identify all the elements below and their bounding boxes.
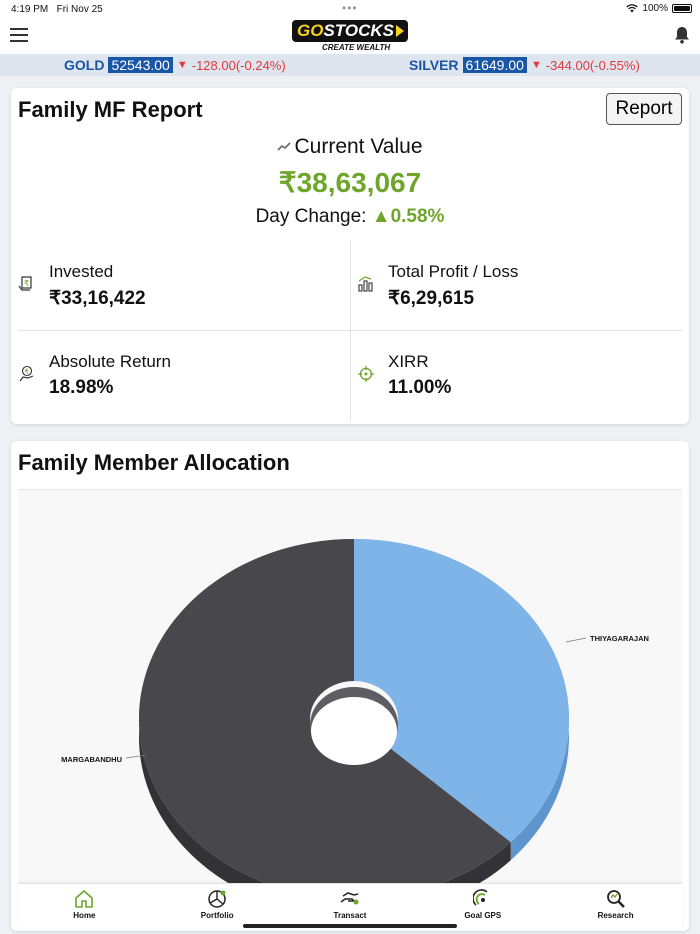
stat-absolute-return: ₹ Absolute Return 18.98% <box>18 352 318 402</box>
nav-label: Home <box>73 911 96 920</box>
ticker-price: 52543.00 <box>108 57 173 73</box>
report-button[interactable]: Report <box>606 93 682 125</box>
stat-label: Absolute Return <box>49 352 171 371</box>
pie-slice-thiyagarajan <box>354 539 569 843</box>
allocation-pie-chart[interactable]: THIYAGARAJAN MARGABANDHU <box>18 490 682 885</box>
nav-portfolio[interactable]: Portfolio <box>151 884 284 927</box>
multitask-dots[interactable]: ••• <box>342 1 358 15</box>
report-title: Family MF Report <box>18 97 203 122</box>
menu-icon[interactable] <box>10 28 28 42</box>
ticker-change: -344.00(-0.55%) <box>545 57 640 73</box>
nav-transact[interactable]: Transact <box>284 884 417 927</box>
ticker-name: SILVER <box>409 57 459 73</box>
goal-gps-icon <box>472 889 488 906</box>
day-change-value: 0.58% <box>390 206 445 227</box>
leader-line <box>125 754 147 759</box>
donut-hole <box>311 697 397 765</box>
stat-label: Invested <box>49 262 114 281</box>
pie-slice-margabandhu <box>139 539 511 885</box>
target-icon <box>358 366 374 382</box>
ticker-price: 61649.00 <box>462 57 527 73</box>
ticker-silver[interactable]: SILVER 61649.00 ▼ -344.00(-0.55%) <box>409 57 640 73</box>
pie-label-thiyagarajan: THIYAGARAJAN <box>590 634 649 643</box>
nav-home[interactable]: Home <box>18 884 151 927</box>
nav-label: Portfolio <box>200 911 234 920</box>
status-bar: 4:19 PM Fri Nov 25 ••• 100% <box>0 0 700 18</box>
nav-goal-gps[interactable]: Goal GPS <box>416 884 549 927</box>
family-member-allocation-card: Family Member Allocation THIYAGARAJAN MAR… <box>11 441 689 931</box>
battery-icon <box>672 4 692 13</box>
invested-icon: ₹ <box>18 276 32 291</box>
battery-percent: 100% <box>642 3 668 14</box>
stat-xirr: XIRR 11.00% <box>357 352 657 402</box>
stat-value: ₹33,16,422 <box>49 288 146 309</box>
transact-icon <box>340 892 359 905</box>
ticker-gold[interactable]: GOLD 52543.00 ▼ -128.00(-0.24%) <box>64 57 286 73</box>
research-icon <box>606 890 625 908</box>
home-icon <box>75 890 94 908</box>
allocation-title: Family Member Allocation <box>18 450 290 475</box>
stat-label: Total Profit / Loss <box>388 262 519 281</box>
stat-total-profit-loss: Total Profit / Loss ₹6,29,615 <box>357 262 657 312</box>
leader-line <box>565 637 587 643</box>
nav-label: Research <box>597 911 634 920</box>
nav-label: Goal GPS <box>464 911 502 920</box>
money-hand-icon: ₹ <box>19 365 34 382</box>
battery-status: 100% <box>626 3 692 14</box>
day-change: Day Change: ▲0.58% <box>255 206 445 227</box>
stat-invested: ₹ Invested ₹33,16,422 <box>18 262 318 312</box>
down-arrow-icon: ▼ <box>530 59 542 71</box>
commodity-ticker: GOLD 52543.00 ▼ -128.00(-0.24%) SILVER 6… <box>0 54 700 76</box>
current-value-label: Current Value <box>11 135 689 159</box>
portfolio-icon <box>208 890 226 908</box>
bar-chart-icon <box>358 276 373 292</box>
stat-value: ₹6,29,615 <box>388 288 475 309</box>
svg-text:₹: ₹ <box>24 279 29 288</box>
stat-value: 18.98% <box>49 377 114 398</box>
stat-label: XIRR <box>388 352 429 371</box>
wifi-icon <box>626 4 639 13</box>
app-header: GOSTOCKS CREATE WEALTH <box>0 18 700 54</box>
nav-label: Transact <box>333 911 367 920</box>
pie-label-margabandhu: MARGABANDHU <box>61 755 122 764</box>
down-arrow-icon: ▼ <box>176 59 188 71</box>
grid-divider <box>18 330 682 331</box>
up-arrow-icon: ▲ <box>371 206 391 227</box>
stat-value: 11.00% <box>388 377 452 398</box>
nav-research[interactable]: Research <box>549 884 682 927</box>
gostocks-logo[interactable]: GOSTOCKS CREATE WEALTH <box>292 20 410 54</box>
logo-tagline: CREATE WEALTH <box>322 43 391 52</box>
home-indicator <box>243 924 457 928</box>
title-divider <box>18 489 682 490</box>
ticker-name: GOLD <box>64 57 105 73</box>
ticker-change: -128.00(-0.24%) <box>191 57 286 73</box>
bottom-navigation: Home Portfolio Transact Goal GPS Researc… <box>18 883 682 927</box>
current-value: ₹38,63,067 <box>278 167 422 198</box>
trend-icon <box>277 142 292 152</box>
svg-text:₹: ₹ <box>25 368 30 376</box>
status-time: 4:19 PM Fri Nov 25 <box>11 4 103 15</box>
bell-icon[interactable] <box>674 26 690 44</box>
family-mf-report-card: Family MF Report Report Current Value ₹3… <box>11 88 689 424</box>
